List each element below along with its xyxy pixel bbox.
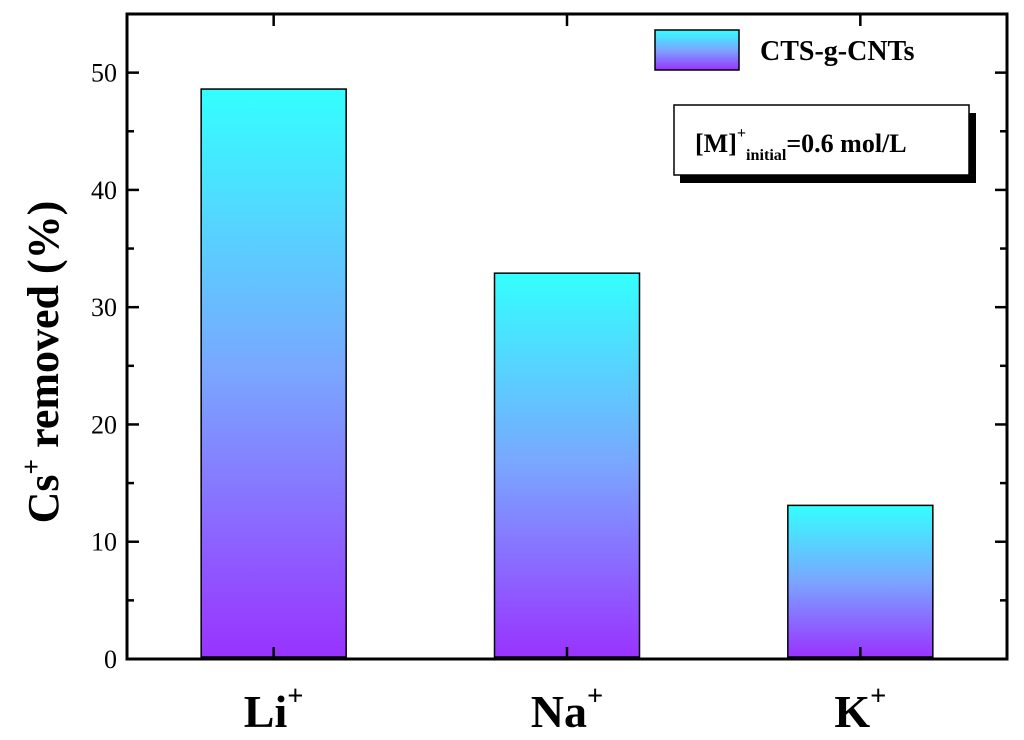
bar-2 (787, 504, 934, 658)
annotation-frame (673, 104, 970, 176)
bar-1 (493, 272, 641, 658)
annotation-prefix: [M] (695, 129, 737, 158)
x-category-label-2: K+ (834, 681, 886, 737)
y-tick-label: 30 (91, 293, 117, 322)
y-axis-title-rest: removed (%) (19, 201, 68, 459)
x-category-label-0: Li+ (244, 681, 304, 737)
annotation-text: [M]+initial=0.6 mol/L (695, 125, 907, 164)
y-axis-title: Cs+ removed (%) (16, 201, 68, 524)
legend-swatch (654, 29, 740, 71)
legend: CTS-g-CNTs (654, 29, 915, 71)
x-category-label-1: Na+ (531, 681, 603, 737)
annotation-sup: + (737, 125, 746, 142)
x-axis-ticks: Li+ Na+ K+ (244, 14, 886, 737)
annotation-suffix: =0.6 mol/L (786, 129, 906, 158)
legend-label: CTS-g-CNTs (760, 36, 915, 67)
bar-0 (200, 88, 347, 658)
annotation-sub: initial (746, 147, 787, 164)
bars-group (200, 88, 934, 658)
y-tick-label: 40 (91, 176, 117, 205)
y-axis-ticks: 0 10 20 30 40 50 (91, 12, 1007, 674)
annotation-box: [M]+initial=0.6 mol/L (673, 104, 976, 183)
y-axis-title-sup: + (16, 459, 46, 475)
y-tick-label: 0 (104, 645, 117, 674)
y-tick-label: 50 (91, 59, 117, 88)
y-tick-label: 20 (91, 410, 117, 439)
y-tick-label: 10 (91, 528, 117, 557)
y-axis-title-base: Cs (19, 474, 68, 523)
